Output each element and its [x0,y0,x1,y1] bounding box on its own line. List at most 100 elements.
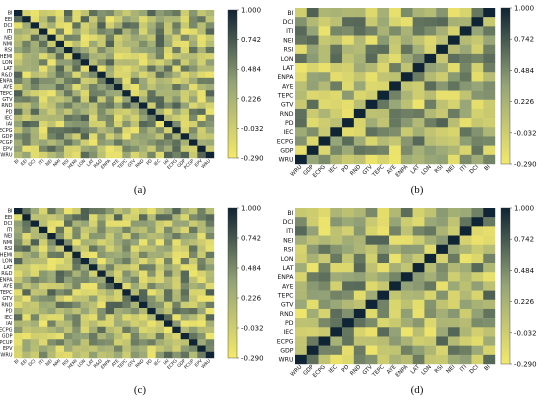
heatmap-cell [155,308,165,315]
heatmap-cell [412,154,425,165]
heatmap-cell [189,295,198,302]
heatmap-cell [424,145,437,156]
heatmap-cell [172,114,181,122]
heatmap-cell [365,118,378,128]
heatmap-cell [164,220,173,227]
heatmap-cell [39,84,48,91]
heatmap-cell [306,136,319,146]
heatmap-cell [377,145,390,156]
heatmap-cell [330,263,343,273]
heatmap-cell [130,65,140,72]
heatmap-cell [318,235,331,245]
heatmap-cell [180,59,190,66]
heatmap-cell [389,281,402,291]
heatmap-cell [72,40,81,48]
heatmap-cell [89,264,98,271]
heatmap-cell [377,281,390,291]
heatmap-cell [205,90,215,97]
heatmap-cell [436,272,449,282]
heatmap-cell [64,226,73,234]
heatmap-cell [318,72,331,82]
heatmap-cell [22,264,31,271]
heatmap-cell [353,235,366,245]
heatmap-cell [64,22,73,29]
heatmap-cell [64,65,73,72]
heatmap-cell [72,151,81,159]
heatmap-cell [459,44,472,55]
row-label: RSI [4,246,12,252]
heatmap-cell [105,65,115,72]
heatmap-cell [189,264,198,271]
heatmap-cell [483,281,496,291]
heatmap-cell [72,214,81,221]
row-label: BI [287,10,293,17]
heatmap-cell [47,326,56,334]
heatmap-cell [330,253,343,264]
heatmap-cell [189,145,198,153]
heatmap-cell [205,233,215,240]
heatmap-cell [377,263,390,273]
heatmap-cell [39,108,48,116]
heatmap-cell [400,327,413,337]
heatmap-cell [459,81,472,91]
heatmap-cell [14,270,23,277]
heatmap-cell [114,276,123,284]
column-label: LAT [86,358,96,368]
heatmap-cell [330,208,343,218]
heatmap-cell [155,295,165,302]
heatmap-cell [22,258,31,265]
heatmap-cell [164,239,173,246]
heatmap-cell [447,281,460,291]
heatmap-cell [459,145,472,156]
column-label: GTV [127,158,138,169]
heatmap-cell [105,71,115,79]
row-label: PCUP [0,340,13,346]
heatmap-cell [22,333,31,340]
heatmap-cell [172,233,181,240]
heatmap-cell [30,71,40,79]
heatmap-cell [197,345,206,352]
heatmap-cell [130,151,140,159]
heatmap-cell [180,270,190,277]
heatmap-cell [483,8,496,18]
heatmap-cell [353,44,366,55]
heatmap-cell [64,283,73,290]
heatmap-cell [80,276,90,284]
heatmap-cell [197,270,206,277]
heatmap-cell [180,333,190,340]
heatmap-cell [22,133,31,140]
colorbar [500,207,511,365]
heatmap-cell [424,281,437,291]
heatmap-cell [72,139,81,146]
heatmap-cell [389,327,402,337]
heatmap-cell [172,351,181,359]
heatmap-cell [72,114,81,122]
heatmap-cell [80,233,90,240]
heatmap-cell [64,326,73,334]
heatmap-cell [318,81,331,91]
heatmap-cell [365,72,378,82]
heatmap-cell [147,65,156,72]
heatmap-cell [114,301,123,309]
heatmap-cell [147,283,156,290]
heatmap-cell [424,253,437,264]
heatmap-cell [64,127,73,134]
heatmap-cell [89,239,98,246]
heatmap-cell [39,121,48,128]
heatmap-cell [389,253,402,264]
heatmap-cell [155,121,165,128]
heatmap-cell [164,233,173,240]
heatmap-cell [459,354,472,365]
heatmap-cell [130,326,140,334]
heatmap-cell [189,245,198,252]
heatmap-cell [483,108,496,119]
heatmap-cell [164,16,173,23]
heatmap-cell [55,283,65,290]
heatmap-cell [342,136,355,146]
heatmap-cell [353,217,366,227]
heatmap-cell [330,127,343,137]
heatmap-cell [114,245,123,252]
heatmap-cell [39,220,48,227]
heatmap-cell [436,345,449,356]
heatmap-cell [139,289,148,296]
